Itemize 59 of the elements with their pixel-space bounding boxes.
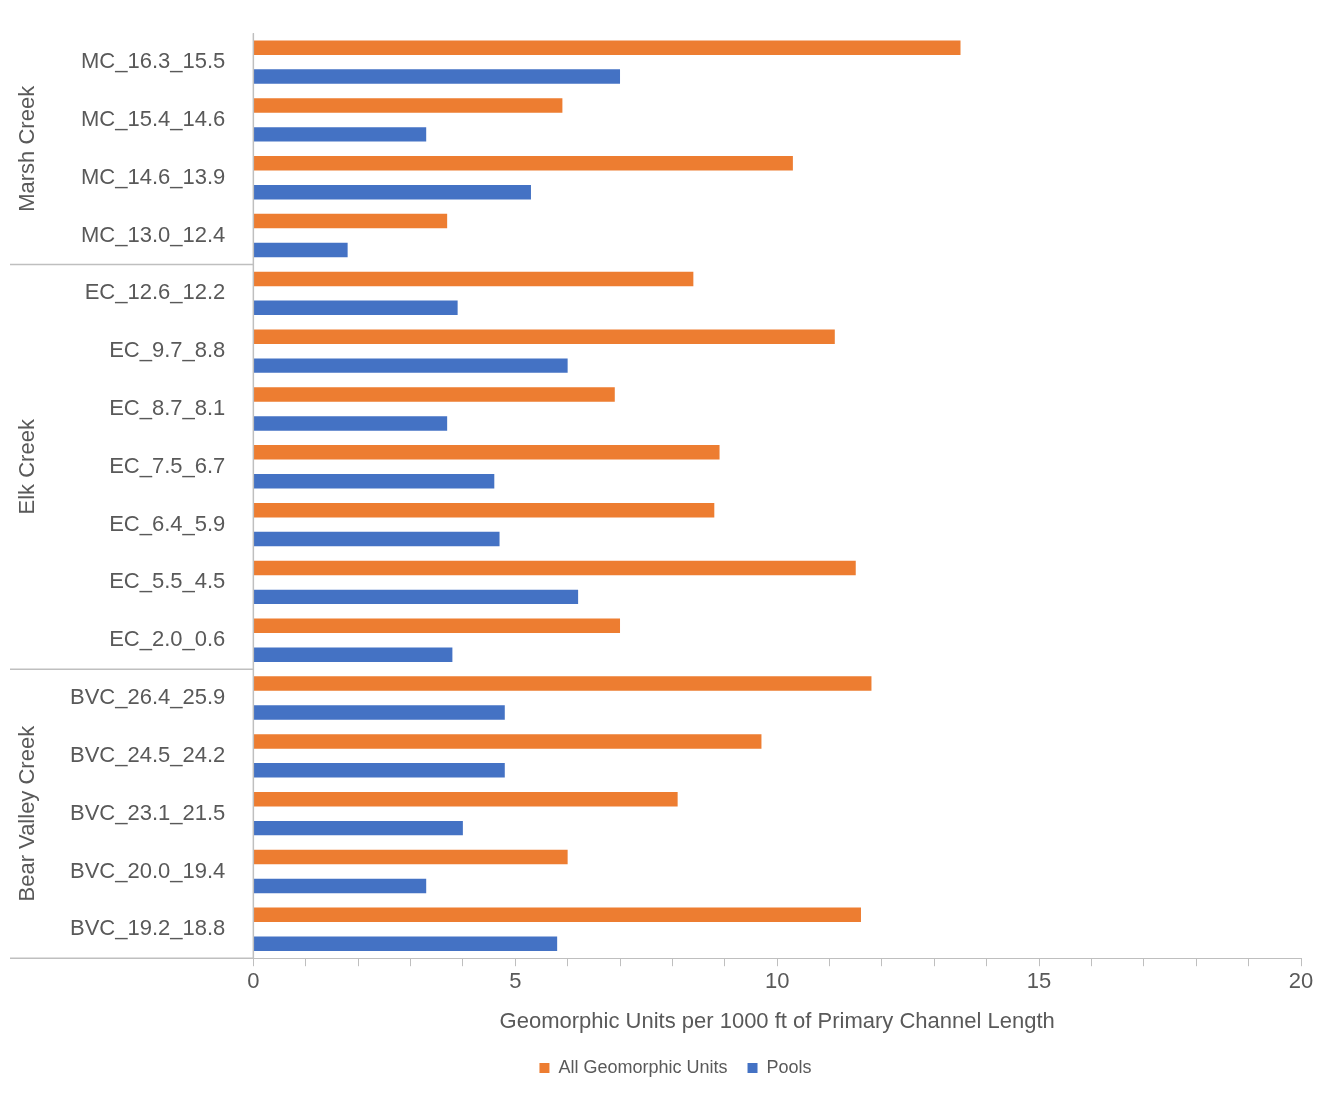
bar [253, 618, 621, 634]
bar [253, 647, 453, 662]
x-tick-label: 5 [509, 968, 522, 994]
bar [253, 416, 448, 431]
bar [253, 936, 558, 951]
y-tick-label: EC_6.4_5.9 [109, 510, 226, 536]
bar [253, 156, 793, 171]
y-tick-label: BVC_26.4_25.9 [70, 684, 226, 710]
y-tick-label: EC_2.0_0.6 [109, 626, 226, 652]
bar [253, 242, 348, 258]
text: Marsh Creek [14, 84, 40, 212]
bar [253, 445, 720, 460]
bar [253, 213, 448, 229]
bar [253, 676, 872, 691]
y-tick-label: BVC_20.0_19.4 [70, 857, 226, 883]
text: Bear Valley Creek [14, 724, 40, 902]
y-tick-label: BVC_24.5_24.2 [70, 741, 226, 767]
y-tick-label: BVC_23.1_21.5 [70, 799, 226, 825]
bar [253, 184, 531, 200]
bar [253, 560, 856, 576]
y-tick-label: MC_13.0_12.4 [81, 221, 226, 247]
y-tick-label: MC_16.3_15.5 [81, 48, 226, 74]
x-tick-label: 0 [247, 968, 260, 994]
bar [253, 502, 715, 518]
y-tick-label: EC_5.5_4.5 [109, 568, 226, 594]
x-tick-label: 20 [1288, 968, 1314, 994]
bar [253, 40, 961, 55]
y-tick-label: BVC_19.2_18.8 [70, 915, 226, 941]
bar [253, 878, 427, 894]
x-tick-label: 15 [1026, 968, 1052, 994]
bar [253, 271, 694, 287]
bar [253, 849, 568, 865]
bar [253, 300, 458, 316]
y-tick-label: EC_9.7_8.8 [109, 337, 226, 363]
bar [253, 705, 505, 720]
legend-label: Pools [766, 1056, 812, 1077]
bar [253, 531, 500, 547]
bar [253, 791, 678, 807]
legend-label: All Geomorphic Units [558, 1056, 728, 1077]
bar [253, 127, 427, 142]
y-tick-label: MC_15.4_14.6 [81, 105, 226, 131]
bar [253, 358, 568, 373]
bar [253, 589, 579, 605]
x-axis-title: Geomorphic Units per 1000 ft of Primary Channel Length [499, 1007, 1055, 1033]
bar [253, 387, 615, 402]
bar [253, 69, 621, 84]
bar [253, 474, 495, 489]
x-tick-label: 10 [764, 968, 790, 994]
bar [253, 329, 835, 344]
y-tick-label: EC_8.7_8.1 [109, 395, 226, 421]
bar [253, 907, 861, 923]
bar [253, 820, 463, 836]
y-tick-label: EC_7.5_6.7 [109, 452, 226, 478]
y-tick-label: MC_14.6_13.9 [81, 163, 226, 189]
bar [253, 763, 505, 778]
y-tick-label: EC_12.6_12.2 [84, 279, 226, 305]
text: Elk Creek [14, 418, 40, 515]
bar [253, 98, 563, 113]
bar [253, 734, 762, 749]
